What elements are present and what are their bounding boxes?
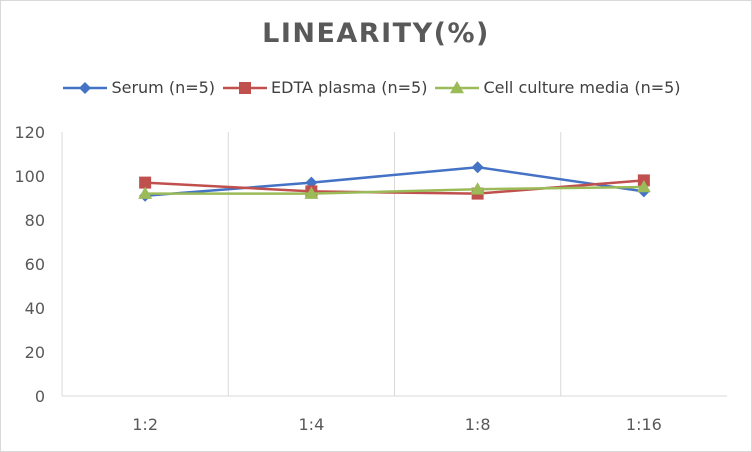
chart-title: LINEARITY(%) [262, 18, 490, 49]
y-tick-label: 80 [25, 211, 45, 230]
x-tick-label: 1:8 [465, 415, 491, 434]
legend-marker [79, 81, 92, 94]
x-tick-label: 1:2 [132, 415, 158, 434]
legend-key-serum [63, 81, 108, 94]
legend-key-cell-culture-media [435, 80, 480, 93]
series-line-cell-culture-media [145, 185, 644, 195]
legend-label-serum: Serum (n=5) [111, 78, 216, 97]
x-tick-label: 1:16 [626, 415, 662, 434]
legend-key-edta-plasma [223, 81, 268, 94]
legend-marker [239, 81, 252, 94]
data-point-cell-culture-media [636, 180, 651, 193]
y-tick-label: 60 [25, 255, 45, 274]
data-point-cell-culture-media [470, 182, 485, 195]
chart-legend: Serum (n=5) EDTA plasma (n=5) Cell cultu… [0, 78, 752, 97]
legend-label-edta-plasma: EDTA plasma (n=5) [271, 78, 428, 97]
data-point-edta-plasma [139, 176, 152, 189]
data-point-serum [471, 161, 484, 174]
data-point-cell-culture-media [304, 186, 319, 199]
y-tick-label: 40 [25, 299, 45, 318]
legend-marker [450, 80, 465, 93]
legend-item-cell-culture-media: Cell culture media (n=5) [435, 78, 681, 97]
data-point-cell-culture-media [138, 186, 153, 199]
legend-label-cell-culture-media: Cell culture media (n=5) [483, 78, 681, 97]
series-line-serum [145, 165, 645, 198]
x-tick-label: 1:4 [299, 415, 325, 434]
y-tick-label: 120 [14, 123, 45, 142]
y-tick-label: 100 [14, 167, 45, 186]
legend-item-edta-plasma: EDTA plasma (n=5) [223, 78, 427, 97]
y-tick-label: 20 [25, 343, 45, 362]
legend-item-serum: Serum (n=5) [63, 78, 215, 97]
y-tick-label: 0 [35, 387, 45, 406]
